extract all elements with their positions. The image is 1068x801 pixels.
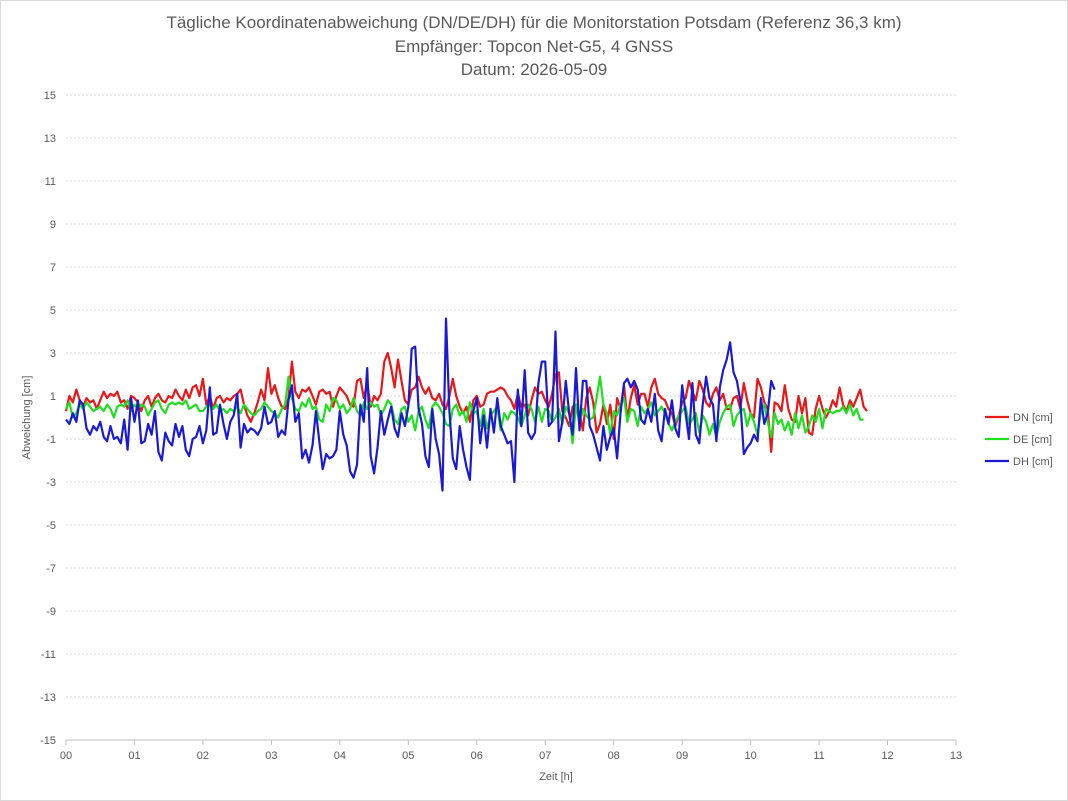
y-tick-label: 15 bbox=[44, 90, 56, 102]
x-axis-title: Zeit [h] bbox=[539, 771, 573, 783]
x-tick-label: 08 bbox=[608, 750, 620, 762]
series-line-dh bbox=[65, 317, 776, 492]
x-tick-label: 11 bbox=[813, 750, 824, 762]
chart-date: Datum: 2026-05-09 bbox=[460, 60, 608, 79]
y-tick-label: 13 bbox=[44, 133, 56, 145]
y-tick-label: -13 bbox=[40, 692, 56, 704]
x-tick-label: 06 bbox=[471, 750, 483, 762]
y-tick-label: -3 bbox=[46, 477, 56, 489]
x-tick-label: 05 bbox=[402, 750, 414, 762]
y-tick-label: -7 bbox=[46, 563, 56, 575]
x-tick-label: 09 bbox=[676, 750, 688, 762]
y-tick-label: 5 bbox=[50, 305, 56, 317]
x-tick-label: 03 bbox=[265, 750, 277, 762]
x-tick-label: 13 bbox=[950, 750, 962, 762]
legend-label-de: DE [cm] bbox=[1013, 434, 1052, 446]
chart-subtitle: Empfänger: Topcon Net-G5, 4 GNSS bbox=[394, 37, 674, 56]
y-axis-title: Abweichung [cm] bbox=[21, 376, 33, 460]
y-tick-label: 3 bbox=[50, 348, 56, 360]
y-tick-label: -5 bbox=[46, 520, 56, 532]
y-tick-label: 11 bbox=[45, 176, 56, 188]
chart-title: Tägliche Koordinatenabweichung (DN/DE/DH… bbox=[166, 13, 902, 32]
x-tick-label: 04 bbox=[334, 750, 346, 762]
x-tick-label: 07 bbox=[539, 750, 551, 762]
x-tick-label: 12 bbox=[881, 750, 893, 762]
series-line-dn bbox=[64, 351, 868, 453]
x-tick-label: 01 bbox=[128, 750, 140, 762]
y-tick-label: -9 bbox=[46, 606, 56, 618]
x-tick-label: 10 bbox=[744, 750, 756, 762]
y-tick-label: 1 bbox=[50, 391, 56, 403]
x-tick-label: 00 bbox=[60, 750, 72, 762]
legend-label-dh: DH [cm] bbox=[1013, 456, 1053, 468]
x-tick-label: 02 bbox=[197, 750, 209, 762]
y-tick-label: 7 bbox=[50, 262, 56, 274]
y-tick-label: -15 bbox=[40, 735, 56, 747]
series-line-de bbox=[65, 375, 864, 445]
y-tick-label: 9 bbox=[50, 219, 56, 231]
y-tick-label: -1 bbox=[46, 434, 56, 446]
legend-label-dn: DN [cm] bbox=[1013, 412, 1053, 424]
y-tick-label: -11 bbox=[41, 649, 56, 661]
